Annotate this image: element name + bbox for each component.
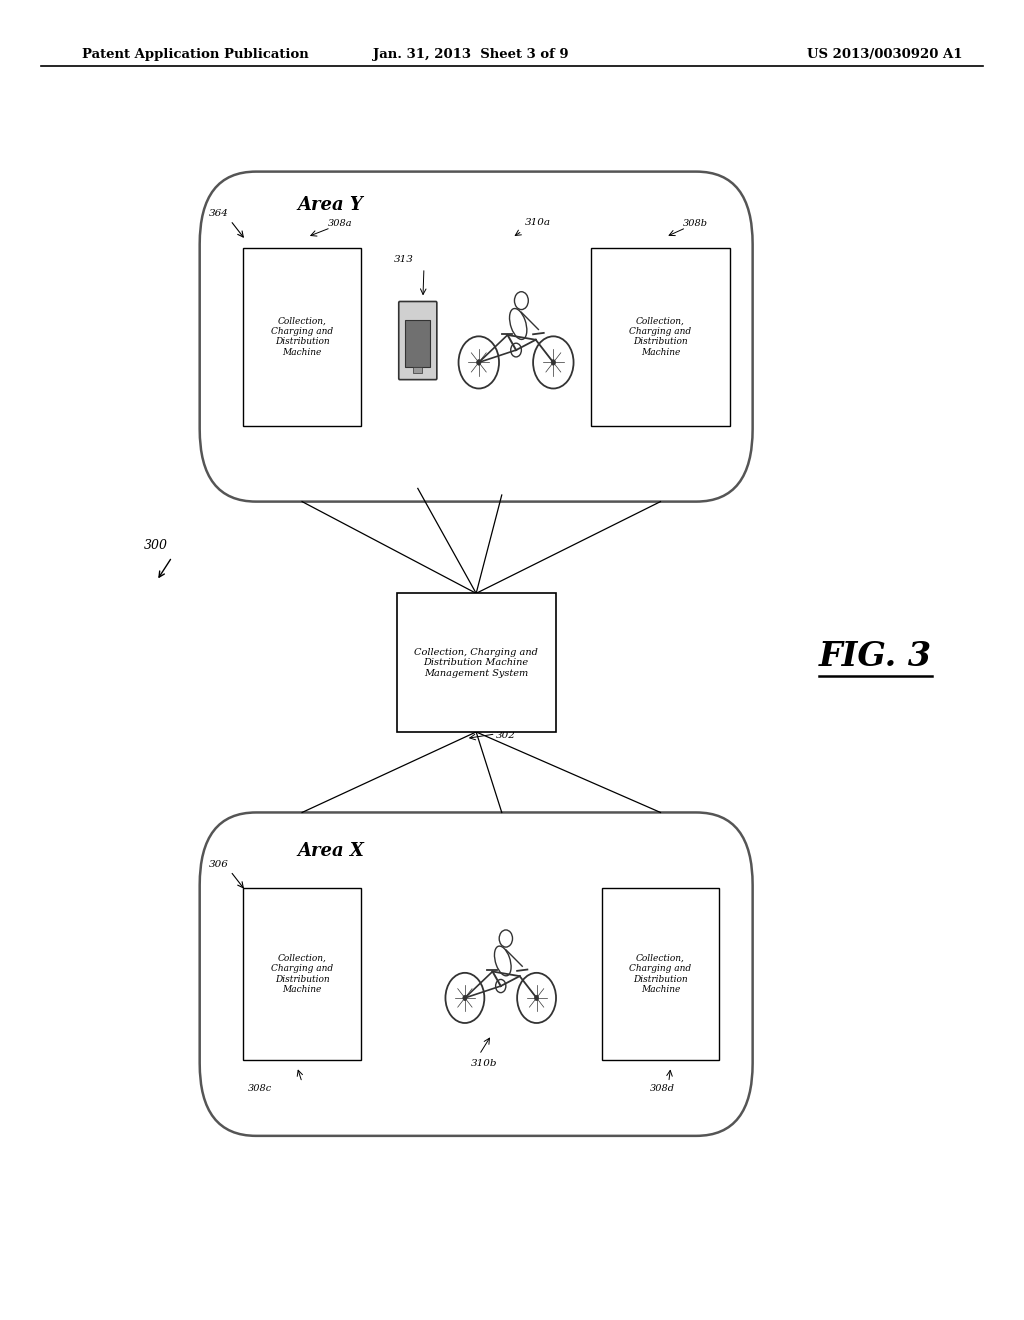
Text: 308d: 308d (650, 1084, 675, 1093)
Circle shape (476, 359, 481, 366)
Circle shape (551, 359, 555, 366)
Text: 306: 306 (209, 859, 228, 869)
Text: Patent Application Publication: Patent Application Publication (82, 48, 308, 61)
Text: 310b: 310b (471, 1059, 498, 1068)
Bar (244, 248, 360, 425)
FancyBboxPatch shape (200, 812, 753, 1135)
Text: 302: 302 (496, 731, 515, 741)
Text: Collection,
Charging and
Distribution
Machine: Collection, Charging and Distribution Ma… (630, 317, 691, 356)
Bar (406, 321, 430, 367)
Text: US 2013/0030920 A1: US 2013/0030920 A1 (807, 48, 963, 61)
Text: 308c: 308c (248, 1084, 272, 1093)
Text: FIG. 3: FIG. 3 (819, 639, 932, 672)
Text: 313: 313 (394, 255, 414, 264)
Text: 308b: 308b (683, 219, 708, 227)
Text: Collection, Charging and
Distribution Machine
Management System: Collection, Charging and Distribution Ma… (415, 648, 538, 677)
Text: 364: 364 (209, 209, 228, 218)
Text: Collection,
Charging and
Distribution
Machine: Collection, Charging and Distribution Ma… (271, 954, 333, 994)
Text: Jan. 31, 2013  Sheet 3 of 9: Jan. 31, 2013 Sheet 3 of 9 (373, 48, 569, 61)
Bar (592, 248, 729, 425)
Circle shape (535, 995, 539, 1001)
Text: Area X: Area X (297, 842, 364, 861)
Bar (244, 888, 360, 1060)
Bar (602, 888, 719, 1060)
FancyBboxPatch shape (398, 301, 437, 380)
Bar (414, 367, 422, 372)
Circle shape (463, 995, 467, 1001)
Text: Collection,
Charging and
Distribution
Machine: Collection, Charging and Distribution Ma… (271, 317, 333, 356)
Text: 308a: 308a (328, 219, 352, 227)
Text: Area Y: Area Y (297, 195, 362, 214)
Text: 300: 300 (143, 539, 167, 552)
Bar (397, 593, 555, 731)
Text: Collection,
Charging and
Distribution
Machine: Collection, Charging and Distribution Ma… (630, 954, 691, 994)
FancyBboxPatch shape (200, 172, 753, 502)
Text: 310a: 310a (525, 218, 551, 227)
